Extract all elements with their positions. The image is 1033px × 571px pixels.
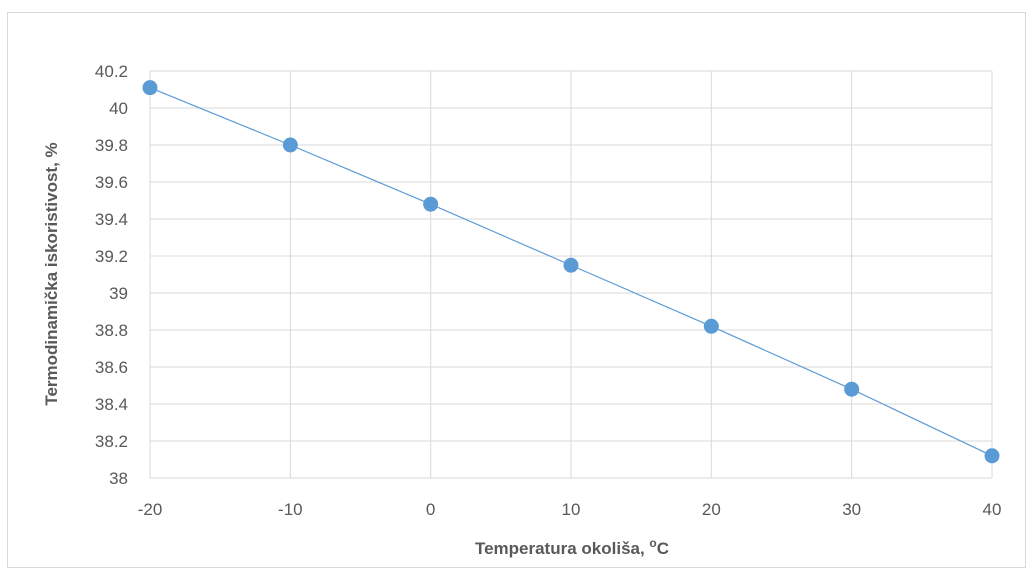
x-axis-title: Temperatura okoliša, oC [475, 536, 669, 558]
x-axis-title-text: Temperatura okoliša, [475, 539, 649, 558]
x-tick-label: 30 [842, 500, 861, 519]
y-tick-label: 40 [109, 99, 128, 118]
y-tick-label: 39 [109, 284, 128, 303]
data-point [984, 448, 1000, 464]
y-tick-label: 38 [109, 469, 128, 488]
chart-frame [7, 12, 1026, 568]
data-point [142, 80, 158, 96]
x-tick-label: -20 [138, 500, 163, 519]
y-tick-label: 38.8 [95, 321, 128, 340]
y-tick-label: 38.2 [95, 432, 128, 451]
data-point [844, 381, 860, 397]
data-point [282, 137, 298, 153]
x-tick-label: -10 [278, 500, 303, 519]
x-tick-label: 0 [426, 500, 435, 519]
x-axis-title-superscript: o [649, 536, 656, 550]
x-tick-label: 20 [702, 500, 721, 519]
data-point [563, 257, 579, 273]
grid [149, 70, 993, 479]
y-tick-labels: 38 38.2 38.4 38.6 38.8 39 39.2 39.4 39.6 39.8 40 40… [95, 62, 128, 488]
data-point [423, 196, 439, 212]
y-axis-title: Termodinamička iskoristivost, % [42, 142, 61, 405]
x-axis-title-unit: C [657, 539, 669, 558]
y-tick-label: 40.2 [95, 62, 128, 81]
y-tick-label: 39.2 [95, 247, 128, 266]
y-tick-label: 39.8 [95, 136, 128, 155]
y-tick-label: 39.6 [95, 173, 128, 192]
data-point [703, 318, 719, 334]
y-tick-label: 39.4 [95, 210, 128, 229]
data-points [142, 80, 1000, 464]
x-tick-labels: -20 -10 0 10 20 30 40 [138, 500, 1002, 519]
y-tick-label: 38.4 [95, 395, 128, 414]
x-tick-label: 40 [983, 500, 1002, 519]
x-tick-label: 10 [562, 500, 581, 519]
y-tick-label: 38.6 [95, 358, 128, 377]
